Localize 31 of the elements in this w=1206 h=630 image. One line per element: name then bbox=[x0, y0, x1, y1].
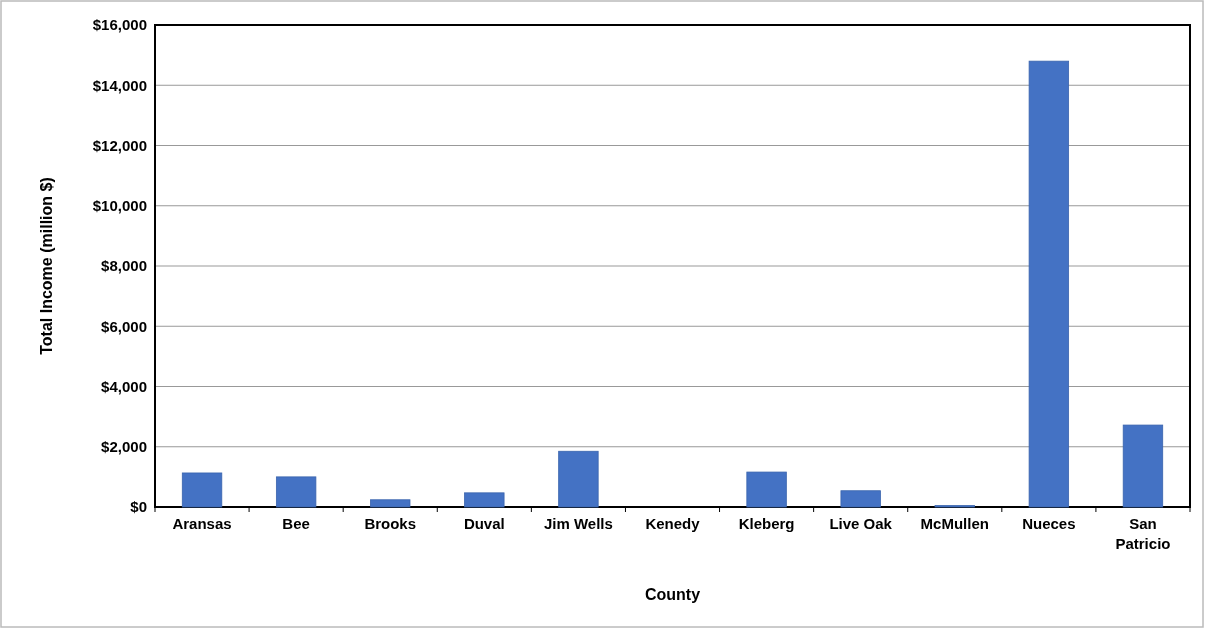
y-tick-label: $12,000 bbox=[92, 136, 147, 154]
y-tick-label: $14,000 bbox=[92, 76, 147, 94]
x-tick-label: Jim Wells bbox=[543, 515, 613, 532]
x-tick-label: Kenedy bbox=[645, 515, 701, 532]
y-tick-label: $2,000 bbox=[101, 438, 147, 455]
bar bbox=[464, 492, 505, 508]
x-tick-label: San Patricio bbox=[1115, 515, 1171, 552]
x-tick-label: Duval bbox=[463, 515, 505, 532]
bar bbox=[181, 472, 223, 508]
bar bbox=[275, 476, 317, 508]
y-tick-label: $0 bbox=[130, 498, 147, 516]
bar bbox=[1122, 424, 1164, 508]
bar bbox=[370, 499, 411, 508]
x-tick-label: McMullen bbox=[920, 515, 989, 532]
y-tick-label: $6,000 bbox=[101, 317, 147, 335]
x-tick-label: Bee bbox=[282, 515, 310, 532]
bar bbox=[1028, 60, 1070, 508]
x-tick-label: Nueces bbox=[1022, 515, 1076, 532]
x-axis-title: County bbox=[644, 586, 701, 603]
y-tick-label: $4,000 bbox=[101, 377, 147, 395]
y-tick-label: $10,000 bbox=[92, 197, 147, 214]
x-tick-label: Aransas bbox=[172, 515, 232, 532]
x-tick-label: Live Oak bbox=[829, 515, 893, 532]
y-tick-label: $8,000 bbox=[101, 257, 147, 275]
bar bbox=[840, 490, 881, 508]
x-tick-label: Kleberg bbox=[738, 515, 795, 532]
x-tick-label: Brooks bbox=[364, 515, 417, 532]
y-tick-label: $16,000 bbox=[92, 16, 147, 34]
bar bbox=[558, 450, 599, 508]
y-axis-title: Total Income (million $) bbox=[38, 177, 55, 355]
bar bbox=[746, 471, 787, 508]
